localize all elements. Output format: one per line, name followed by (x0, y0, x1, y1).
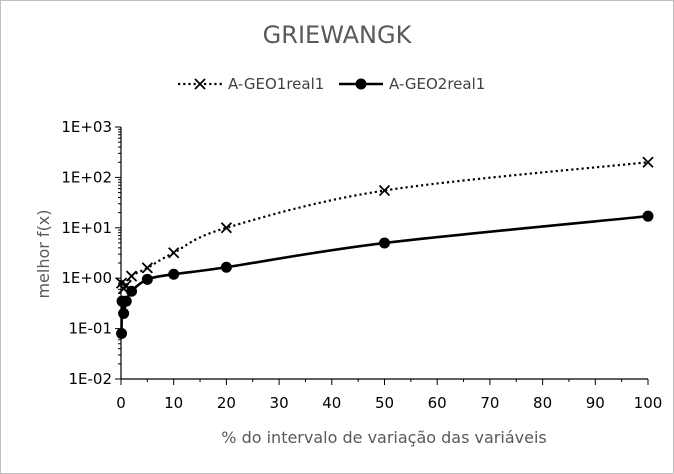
series-line-a-geo2real1 (120, 214, 649, 334)
x-tick-label: 50 (375, 394, 394, 412)
series-layer (115, 156, 654, 339)
data-point-a-geo1real1 (220, 222, 233, 234)
x-tick-label: 40 (322, 394, 341, 412)
x-tick-label: 90 (586, 394, 605, 412)
data-point-a-geo1real1 (168, 247, 180, 259)
data-point-a-geo1real1 (141, 262, 153, 274)
x-tick-label: 60 (428, 394, 447, 412)
data-point-a-geo1real1 (378, 184, 391, 197)
axes: 1E-02 1E-01 1E+00 1E+01 1E+02 1E+03 0 10 20 30 40 5… (61, 118, 662, 412)
data-point-a-geo2real1 (120, 295, 132, 307)
x-tick-label: 30 (270, 394, 289, 412)
legend: A-GEO1real1 A-GEO2real1 (178, 75, 485, 93)
x-tick-label: 100 (634, 394, 663, 412)
data-point-a-geo2real1 (118, 307, 130, 319)
legend-marker-circle (355, 78, 367, 90)
legend-label-a-geo1real1: A-GEO1real1 (228, 75, 324, 93)
data-point-a-geo2real1 (141, 273, 153, 285)
data-point-a-geo2real1 (126, 285, 138, 297)
y-tick-label: 1E+00 (61, 269, 112, 287)
x-tick-label: 10 (164, 394, 183, 412)
y-tick-label: 1E+02 (61, 168, 112, 186)
y-tick-label: 1E-02 (68, 370, 112, 388)
data-point-a-geo1real1 (125, 270, 138, 282)
series-line-a-geo1real1 (120, 161, 649, 290)
data-point-a-geo2real1 (168, 268, 180, 280)
data-point-a-geo2real1 (642, 210, 654, 222)
x-axis-label: % do intervalo de variação das variáveis (221, 428, 546, 447)
x-tick-label: 80 (533, 394, 552, 412)
y-tick-label: 1E+01 (61, 219, 112, 237)
data-point-a-geo2real1 (116, 327, 128, 339)
y-axis-label: melhor f(x) (34, 209, 53, 298)
y-tick-label: 1E-01 (68, 320, 112, 338)
data-point-a-geo1real1 (642, 156, 654, 168)
data-point-a-geo2real1 (220, 261, 232, 273)
legend-marker-x (194, 78, 206, 90)
legend-label-a-geo2real1: A-GEO2real1 (389, 75, 485, 93)
x-tick-label: 0 (116, 394, 126, 412)
y-tick-label: 1E+03 (61, 118, 112, 136)
x-tick-label: 20 (217, 394, 236, 412)
data-point-a-geo2real1 (379, 237, 390, 249)
x-tick-label: 70 (480, 394, 499, 412)
chart-title: GRIEWANGK (263, 21, 413, 49)
